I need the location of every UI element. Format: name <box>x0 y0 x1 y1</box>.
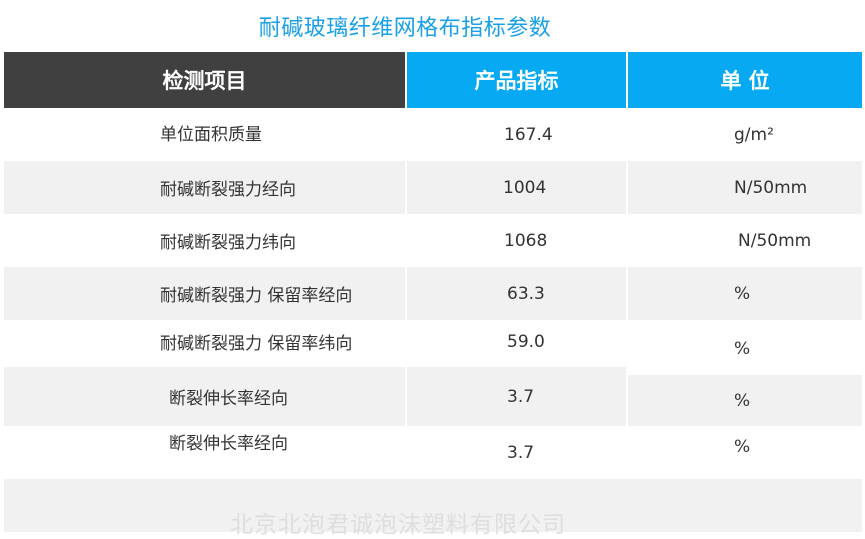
cell-unit: % <box>628 267 862 320</box>
header-item: 检测项目 <box>4 52 405 108</box>
cell-unit: % <box>734 338 751 359</box>
table-row: 耐碱断裂强力纬向 1068 N/50mm <box>4 214 862 267</box>
cell-value: 63.3 <box>407 267 626 320</box>
table-row: 断裂伸长率经向 3.7 % <box>4 426 862 479</box>
table-header: 检测项目 产品指标 单 位 <box>4 52 862 108</box>
cell-value: 59.0 <box>507 331 545 352</box>
table-row: 耐碱断裂强力 保留率纬向 59.0 % <box>4 320 862 373</box>
cell-value: 1004 <box>407 161 626 214</box>
table-row: 耐碱断裂强力 保留率经向 63.3 % <box>4 267 862 320</box>
watermark: 北京北泡君诚泡沫塑料有限公司 <box>230 512 566 538</box>
page-title: 耐碱玻璃纤维网格布指标参数 <box>258 16 552 41</box>
cell-value: 3.7 <box>407 367 626 426</box>
header-unit: 单 位 <box>628 52 862 108</box>
header-value: 产品指标 <box>407 52 626 108</box>
cell-item: 单位面积质量 <box>160 125 262 145</box>
cell-item: 耐碱断裂强力经向 <box>4 161 405 214</box>
cell-item: 耐碱断裂强力纬向 <box>160 233 296 253</box>
cell-value: 167.4 <box>504 124 553 145</box>
spec-table: 检测项目 产品指标 单 位 单位面积质量 167.4 g/m² 耐碱断裂强力经向… <box>4 52 862 538</box>
cell-unit: % <box>628 375 862 426</box>
cell-item: 断裂伸长率经向 <box>169 434 288 454</box>
table-row: 耐碱断裂强力经向 1004 N/50mm <box>4 161 862 214</box>
cell-unit: % <box>734 436 751 457</box>
cell-unit: N/50mm <box>738 230 812 251</box>
cell-unit: g/m² <box>734 124 774 145</box>
cell-item: 耐碱断裂强力 保留率纬向 <box>160 334 353 354</box>
footer-band: 北京北泡君诚泡沫塑料有限公司 <box>4 479 862 538</box>
table-row: 断裂伸长率经向 3.7 % <box>4 367 862 426</box>
table-row: 单位面积质量 167.4 g/m² <box>4 108 862 161</box>
cell-value: 1068 <box>504 230 548 251</box>
cell-unit: N/50mm <box>628 161 862 214</box>
cell-item: 断裂伸长率经向 <box>4 367 405 426</box>
cell-item: 耐碱断裂强力 保留率经向 <box>4 267 405 320</box>
cell-value: 3.7 <box>507 442 535 463</box>
